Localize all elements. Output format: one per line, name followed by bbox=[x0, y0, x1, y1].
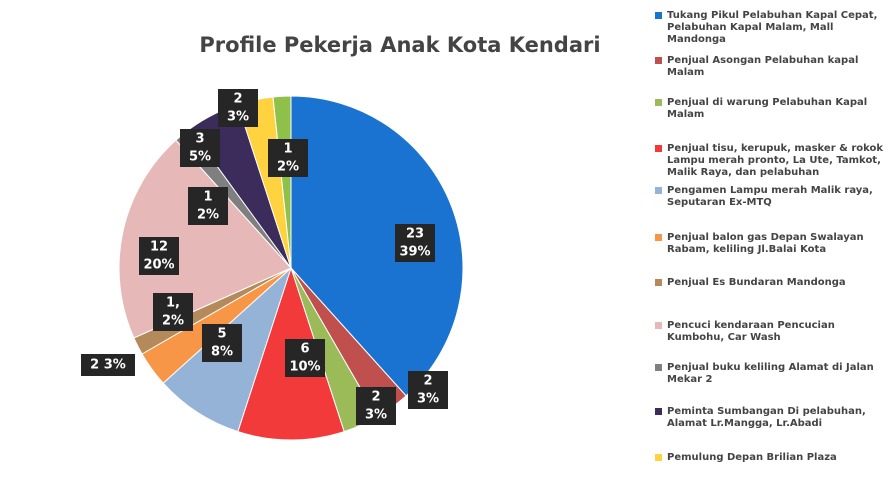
data-label: 2% bbox=[277, 160, 299, 175]
legend-swatch bbox=[655, 57, 662, 64]
data-label-box bbox=[180, 129, 220, 167]
data-label: 2 bbox=[233, 92, 242, 107]
pie-slice bbox=[290, 95, 464, 397]
data-label: 3 bbox=[195, 132, 204, 147]
data-label: 5% bbox=[189, 150, 211, 165]
legend-text: Penjual buku keliling Alamat di Jalan Me… bbox=[667, 362, 874, 385]
legend-swatch bbox=[655, 12, 662, 19]
data-label-box bbox=[153, 293, 193, 331]
data-label: 12 bbox=[150, 240, 168, 255]
data-label-box bbox=[395, 224, 435, 262]
data-label-box bbox=[139, 237, 179, 275]
legend: Tukang Pikul Pelabuhan Kapal Cepat, Pela… bbox=[655, 0, 889, 479]
data-label: 10% bbox=[289, 360, 320, 375]
data-label: 3% bbox=[365, 408, 387, 423]
data-label: 1, bbox=[166, 296, 180, 311]
data-label: 5 bbox=[217, 327, 226, 342]
chart: Profile Pekerja Anak Kota Kendari 2339%2… bbox=[81, 33, 601, 441]
data-label-box bbox=[81, 354, 135, 376]
legend-swatch bbox=[655, 187, 662, 194]
data-label: 2 bbox=[371, 390, 380, 405]
legend-text: Penjual Asongan Pelabuhan kapal Malam bbox=[667, 55, 859, 78]
legend-text: Penjual di warung Pelabuhan Kapal Malam bbox=[667, 97, 868, 120]
data-label: 6 bbox=[300, 342, 309, 357]
data-label: 20% bbox=[143, 258, 174, 273]
legend-text: Penjual balon gas Depan Swalayan Rabam, … bbox=[667, 232, 864, 255]
legend-text: Penjual Es Bundaran Mandonga bbox=[667, 277, 846, 288]
data-label: 23 bbox=[406, 227, 424, 242]
legend-swatch bbox=[655, 322, 662, 329]
legend-text: Pencuci kendaraan Pencucian Kumbohu, Car… bbox=[667, 320, 835, 343]
data-label-box bbox=[218, 89, 258, 127]
data-label: 2 bbox=[423, 374, 432, 389]
data-label: 2% bbox=[197, 208, 219, 223]
legend-swatch bbox=[655, 145, 662, 152]
data-label: 2% bbox=[162, 314, 184, 329]
chart-title: Profile Pekerja Anak Kota Kendari bbox=[199, 33, 600, 57]
legend-swatch bbox=[655, 99, 662, 106]
legend-text: Pengamen Lampu merah Malik raya, Seputar… bbox=[667, 185, 873, 208]
legend-text: Tukang Pikul Pelabuhan Kapal Cepat, Pela… bbox=[667, 10, 878, 45]
data-label-box bbox=[268, 139, 308, 177]
pie-slice bbox=[118, 139, 292, 339]
data-label-box bbox=[408, 371, 448, 409]
legend-text: Pemulung Depan Brilian Plaza bbox=[667, 452, 837, 463]
data-label-box bbox=[202, 324, 242, 362]
data-label: 1 bbox=[283, 142, 292, 157]
data-label: 1 bbox=[203, 190, 212, 205]
legend-text: Penjual tisu, kerupuk, masker & rokok La… bbox=[667, 143, 884, 178]
data-label: 39% bbox=[399, 245, 430, 260]
data-label: 2 3% bbox=[90, 358, 126, 373]
data-label: 8% bbox=[211, 345, 233, 360]
data-label-box bbox=[188, 187, 228, 225]
data-label-box bbox=[356, 387, 396, 425]
data-label-box bbox=[285, 339, 325, 377]
legend-swatch bbox=[655, 234, 662, 241]
legend-swatch bbox=[655, 454, 662, 461]
legend-text: Peminta Sumbangan Di pelabuhan, Alamat L… bbox=[667, 406, 866, 429]
legend-swatch bbox=[655, 364, 662, 371]
data-label: 3% bbox=[417, 392, 439, 407]
legend-swatch bbox=[655, 279, 662, 286]
data-label: 3% bbox=[227, 110, 249, 125]
legend-swatch bbox=[655, 408, 662, 415]
